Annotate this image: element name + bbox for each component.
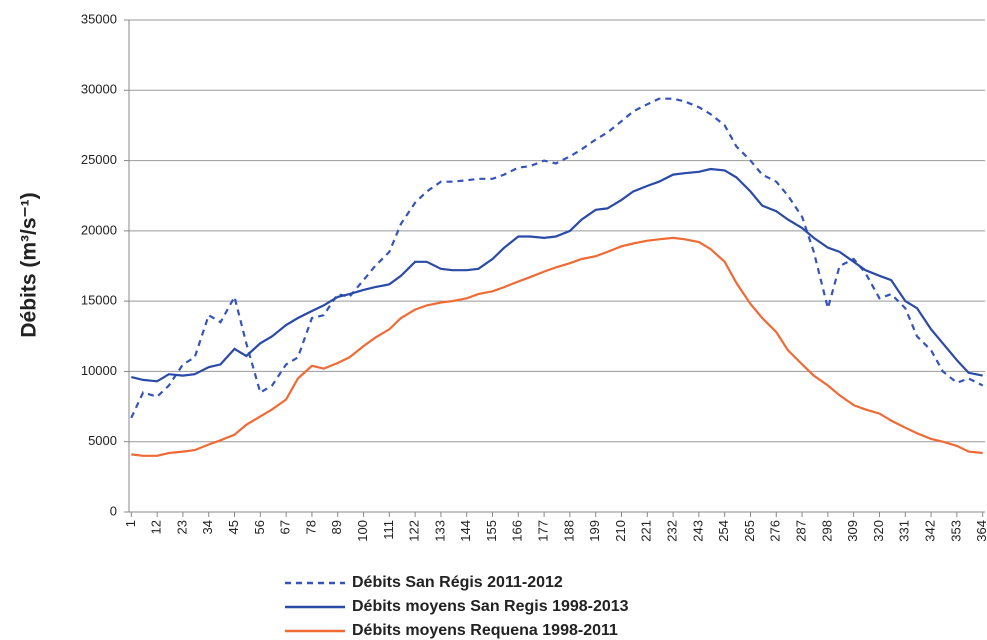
legend-label: Débits moyens San Regis 1998-2013 <box>352 598 629 615</box>
legend-label: Débits San Régis 2011-2012 <box>352 574 563 591</box>
y-tick-label: 0 <box>110 503 117 518</box>
x-tick-label: 254 <box>716 520 731 542</box>
x-tick-label: 210 <box>613 520 628 542</box>
x-tick-label: 12 <box>149 520 164 534</box>
x-tick-label: 144 <box>458 520 473 542</box>
y-tick-label: 5000 <box>88 433 117 448</box>
x-tick-label: 309 <box>845 520 860 542</box>
x-tick-label: 265 <box>742 520 757 542</box>
x-tick-label: 188 <box>561 520 576 542</box>
x-tick-label: 166 <box>510 520 525 542</box>
y-tick-label: 10000 <box>81 363 117 378</box>
x-tick-label: 122 <box>407 520 422 542</box>
x-tick-label: 298 <box>819 520 834 542</box>
x-tick-label: 89 <box>329 520 344 534</box>
x-tick-label: 67 <box>278 520 293 534</box>
x-tick-label: 331 <box>897 520 912 542</box>
y-tick-label: 20000 <box>81 222 117 237</box>
x-tick-label: 1 <box>123 520 138 527</box>
x-tick-label: 221 <box>639 520 654 542</box>
x-tick-label: 342 <box>922 520 937 542</box>
x-tick-label: 177 <box>536 520 551 542</box>
legend-label: Débits moyens Requena 1998-2011 <box>352 622 618 639</box>
y-tick-label: 35000 <box>81 11 117 26</box>
x-tick-label: 243 <box>690 520 705 542</box>
data-line <box>131 236 983 457</box>
x-tick-label: 56 <box>252 520 267 534</box>
x-tick-label: 100 <box>355 520 370 542</box>
x-tick-label: 364 <box>974 520 987 542</box>
x-tick-label: 78 <box>303 520 318 534</box>
x-tick-label: 155 <box>484 520 499 542</box>
x-tick-label: 353 <box>948 520 963 542</box>
y-axis-label: Débits (m³/s⁻¹) <box>18 192 41 337</box>
x-tick-label: 320 <box>871 520 886 542</box>
x-tick-label: 232 <box>665 520 680 542</box>
y-tick-label: 15000 <box>81 293 117 308</box>
x-tick-label: 34 <box>200 520 215 534</box>
y-tick-label: 30000 <box>81 82 117 97</box>
x-tick-label: 287 <box>794 520 809 542</box>
x-tick-label: 133 <box>432 520 447 542</box>
x-tick-label: 111 <box>381 520 396 540</box>
y-tick-label: 25000 <box>81 152 117 167</box>
x-tick-label: 45 <box>226 520 241 534</box>
data-line <box>131 167 983 383</box>
x-tick-label: 199 <box>587 520 602 542</box>
x-tick-label: 23 <box>174 520 189 534</box>
x-tick-label: 276 <box>768 520 783 542</box>
data-line <box>130 97 984 419</box>
